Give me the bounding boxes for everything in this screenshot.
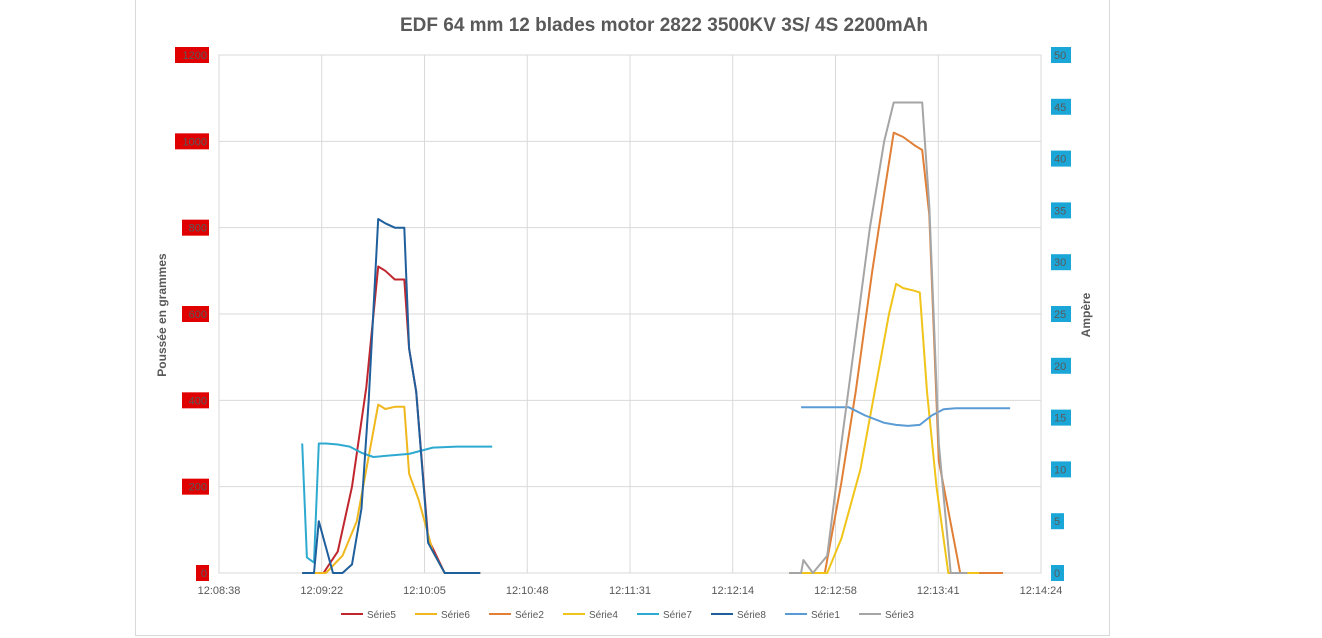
legend-label-2: Série2 (515, 610, 544, 621)
left-tick-bg-1 (182, 478, 209, 495)
right-tick-label-6: 30 (1054, 257, 1066, 269)
right-tick-bg-2 (1051, 461, 1071, 478)
legend-label-6: Série1 (811, 610, 840, 621)
left-tick-bg-4 (182, 219, 209, 236)
right-tick-label-10: 50 (1054, 50, 1066, 62)
series-line-s-rie7 (301, 442, 493, 564)
x-tick-label-1: 12:09:22 (300, 585, 343, 597)
x-tick-label-5: 12:12:14 (711, 585, 754, 597)
left-axis-title: Poussée en grammes (155, 253, 169, 377)
legend-label-5: Série8 (737, 610, 766, 621)
right-tick-bg-3 (1051, 409, 1071, 426)
series-line-s-rie1 (801, 406, 1011, 427)
series-lines (301, 101, 1011, 574)
left-axis-ticks: 0 200 400 600 800 1000 1200 (175, 47, 209, 581)
right-tick-bg-5 (1051, 306, 1071, 322)
left-tick-bg-0 (196, 565, 209, 581)
legend-label-3: Série4 (589, 610, 618, 621)
left-tick-label-3: 600 (189, 309, 207, 321)
right-tick-bg-8 (1051, 150, 1071, 167)
series-line-s-rie6 (302, 403, 481, 574)
left-tick-label-5: 1000 (183, 136, 207, 148)
left-tick-bg-6 (175, 47, 209, 63)
right-tick-bg-1 (1051, 513, 1064, 530)
right-tick-label-0: 0 (1054, 568, 1060, 580)
series-line-s-rie2 (789, 131, 1003, 574)
left-tick-bg-3 (182, 306, 209, 322)
left-tick-bg-2 (182, 392, 209, 409)
right-tick-label-2: 10 (1054, 464, 1066, 476)
x-tick-label-0: 12:08:38 (198, 585, 241, 597)
series-line-s-rie8 (302, 218, 481, 574)
series-line-s-rie4 (789, 282, 980, 574)
right-tick-label-5: 25 (1054, 309, 1066, 321)
right-tick-label-1: 5 (1054, 516, 1060, 528)
left-tick-bg-5 (175, 133, 209, 150)
right-tick-bg-9 (1051, 98, 1071, 115)
left-tick-label-0: 0 (201, 568, 207, 580)
legend-label-1: Série6 (441, 610, 470, 621)
plot-border (218, 54, 1042, 574)
chart-frame: EDF 64 mm 12 blades motor 2822 3500KV 3S… (135, 0, 1110, 636)
right-tick-bg-10 (1051, 47, 1071, 63)
x-axis-ticks: 12:08:38 12:09:22 12:10:05 12:10:48 12:11:31… (198, 585, 1063, 597)
right-axis-title: Ampère (1079, 292, 1093, 337)
x-tick-label-8: 12:14:24 (1020, 585, 1063, 597)
right-tick-label-8: 40 (1054, 154, 1066, 166)
legend-label-4: Série7 (663, 610, 692, 621)
right-tick-label-4: 20 (1054, 361, 1066, 373)
right-tick-bg-7 (1051, 202, 1071, 219)
x-tick-label-6: 12:12:58 (814, 585, 857, 597)
right-tick-bg-6 (1051, 254, 1071, 271)
x-tick-label-3: 12:10:48 (506, 585, 549, 597)
x-tick-label-2: 12:10:05 (403, 585, 446, 597)
legend-label-7: Série3 (885, 610, 914, 621)
right-tick-bg-0 (1051, 565, 1064, 581)
x-tick-label-7: 12:13:41 (917, 585, 960, 597)
chart-svg: EDF 64 mm 12 blades motor 2822 3500KV 3S… (155, 15, 1093, 621)
right-tick-bg-4 (1051, 357, 1071, 374)
x-tick-label-4: 12:11:31 (609, 585, 651, 597)
right-tick-label-7: 35 (1054, 205, 1066, 217)
legend: Série5 Série6 Série2 Série4 Série7 Série8 Séri… (341, 610, 914, 621)
right-tick-label-9: 45 (1054, 102, 1066, 114)
right-tick-label-3: 15 (1054, 413, 1066, 425)
grid-lines (218, 54, 1042, 574)
plot-area (218, 54, 1042, 574)
left-tick-label-2: 400 (189, 395, 207, 407)
left-tick-label-1: 200 (189, 482, 207, 494)
series-line-s-rie5 (302, 265, 481, 574)
legend-label-0: Série5 (367, 610, 396, 621)
series-line-s-rie3 (789, 101, 968, 574)
chart-title: EDF 64 mm 12 blades motor 2822 3500KV 3S… (400, 15, 928, 36)
left-tick-label-6: 1200 (183, 50, 207, 62)
right-axis-ticks: 0 5 10 15 20 25 30 35 40 45 50 (1051, 47, 1071, 581)
left-tick-label-4: 800 (189, 223, 207, 235)
